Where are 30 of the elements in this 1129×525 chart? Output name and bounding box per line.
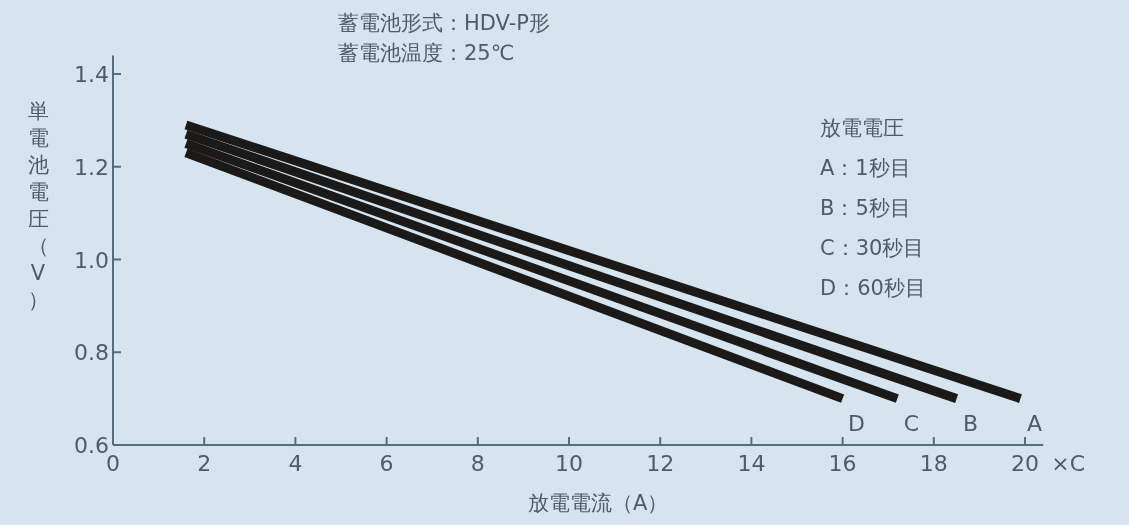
chart-title: 蓄電池形式：HDV-P形 bbox=[338, 11, 550, 35]
y-tick-label: 0.6 bbox=[74, 433, 109, 458]
annotation: A：1秒目 bbox=[820, 156, 911, 180]
annotation: D：60秒目 bbox=[820, 276, 926, 300]
series-label: C bbox=[903, 410, 920, 436]
x-tick-label: 16 bbox=[828, 451, 857, 476]
y-tick-label: 1.4 bbox=[74, 62, 109, 87]
y-tick-label: 0.8 bbox=[74, 340, 109, 366]
series-label: D bbox=[848, 410, 866, 436]
x-tick-label: 0 bbox=[106, 451, 120, 476]
y-tick-label: 1.0 bbox=[74, 247, 109, 273]
y-tick-label: 1.2 bbox=[74, 154, 109, 180]
x-tick-label: 20 bbox=[1011, 451, 1039, 476]
series-label: A bbox=[1026, 410, 1042, 436]
x-tick-label: 2 bbox=[197, 451, 212, 476]
annotation: B：5秒目 bbox=[820, 196, 911, 220]
x-tick-label: 14 bbox=[737, 451, 766, 476]
x-tick-label: 18 bbox=[919, 451, 948, 476]
series-label: B bbox=[963, 410, 979, 436]
x-tick-label: 6 bbox=[379, 451, 394, 476]
y-axis-title: 単電池電圧（V） bbox=[27, 99, 49, 312]
chart-subtitle: 蓄電池温度：25℃ bbox=[338, 41, 515, 65]
x-tick-label: 4 bbox=[288, 451, 303, 476]
x-tick-label: 12 bbox=[646, 451, 675, 476]
x-tick-label: 8 bbox=[470, 451, 485, 476]
text: ×C bbox=[1051, 451, 1086, 476]
x-tick-label: 10 bbox=[555, 451, 583, 476]
annotation: 放電電圧 bbox=[820, 116, 904, 140]
annotation: C：30秒目 bbox=[820, 236, 925, 260]
x-axis-title: 放電電流（A） bbox=[527, 491, 669, 515]
